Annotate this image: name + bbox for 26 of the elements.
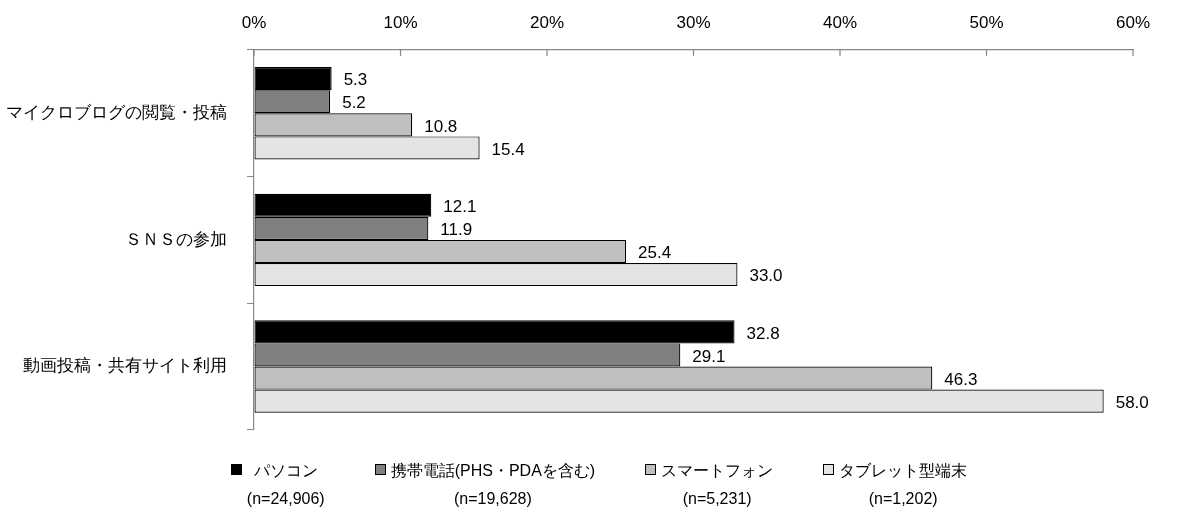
legend-label: パソコン (n=24,906) [246, 461, 325, 509]
legend-label: スマートフォン (n=5,231) [661, 461, 774, 509]
x-tick-label: 50% [969, 13, 1004, 33]
x-tick-label: 40% [822, 13, 858, 33]
data-label: 15.4 [491, 139, 525, 159]
data-label: 5.2 [342, 93, 366, 113]
data-label: 11.9 [440, 220, 473, 240]
data-label: 25.4 [638, 243, 672, 263]
x-tick-label: 0% [241, 13, 267, 33]
legend-label: 携帯電話(PHS・PDAを含む) (n=19,628) [390, 461, 596, 509]
y-tick-label: マイクロブログの閲覧・投稿 [6, 102, 227, 122]
data-label: 33.0 [749, 266, 783, 286]
data-label: 5.3 [343, 70, 368, 90]
x-tick-label: 10% [383, 13, 418, 33]
data-label: 12.1 [443, 196, 477, 216]
x-tick-label: 60% [1115, 13, 1151, 33]
data-label: 58.0 [1115, 392, 1149, 412]
y-tick-label: 動画投稿・共有サイト利用 [23, 356, 227, 376]
x-tick-label: 20% [529, 13, 565, 33]
data-label: 46.3 [944, 369, 978, 389]
y-tick-label: ＳＮＳの参加 [125, 229, 227, 249]
legend-label: タブレット型端末 (n=1,202) [839, 461, 968, 509]
data-label: 10.8 [424, 116, 458, 136]
data-label: 32.8 [746, 323, 780, 343]
data-label: 29.1 [692, 346, 726, 366]
x-tick-label: 30% [676, 13, 711, 33]
